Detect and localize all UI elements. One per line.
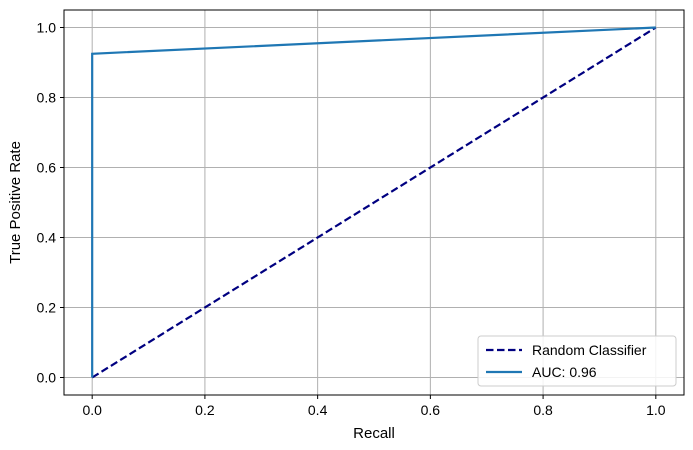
x-tick-label: 0.8 [533,402,553,418]
x-tick-label: 1.0 [646,402,666,418]
y-tick-label: 0.4 [37,230,57,246]
y-tick-label: 0.8 [37,90,57,106]
y-axis-label: True Positive Rate [7,141,24,264]
x-tick-label: 0.0 [82,402,102,418]
ticks: 0.0 0.2 0.4 0.6 0.8 1.0 0.0 0.2 0.4 0.6 0.8 1.0 [37,20,666,419]
y-tick-label: 0.2 [37,300,57,316]
x-tick-label: 0.6 [421,402,441,418]
legend-box [477,335,677,387]
roc-curve-line [91,26,656,378]
x-axis-label: Recall [353,425,395,442]
y-tick-label: 0.0 [37,370,57,386]
x-tick-label: 0.2 [195,402,215,418]
plot-frame [63,9,685,396]
y-tick-label: 1.0 [37,20,57,36]
legend-label-random-classifier: Random Classifier [532,342,647,358]
y-tick-label: 0.6 [37,160,57,176]
grid [64,10,684,395]
legend-label-auc: AUC: 0.96 [532,364,597,380]
legend: Random Classifier AUC: 0.96 [477,335,677,387]
series-layer [91,26,657,379]
random-classifier-line [91,26,657,379]
x-tick-label: 0.4 [308,402,328,418]
